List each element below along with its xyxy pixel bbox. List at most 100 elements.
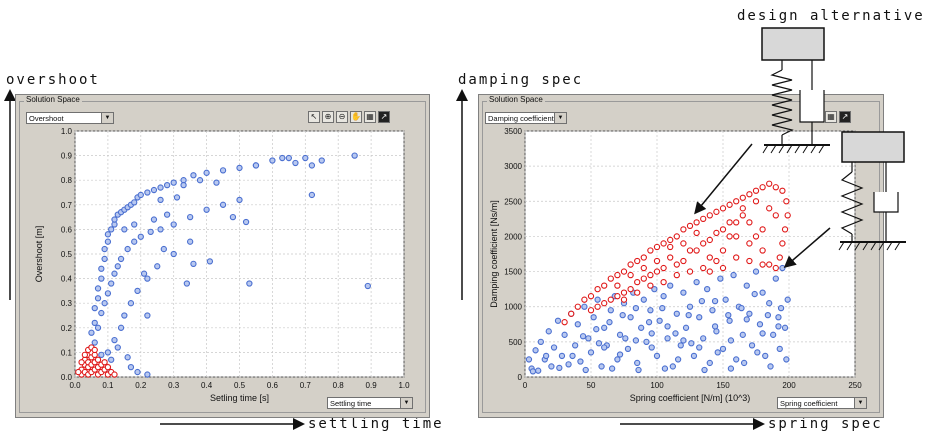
red-data-point xyxy=(91,346,98,354)
blue-data-point xyxy=(669,363,676,370)
blue-data-point xyxy=(101,245,108,253)
blue-data-point xyxy=(714,349,721,356)
red-data-point xyxy=(726,233,733,240)
blue-data-point xyxy=(163,211,171,218)
blue-data-point xyxy=(137,191,144,199)
y-tick-label: 0 xyxy=(518,373,523,382)
blue-data-point xyxy=(640,296,647,303)
blue-data-point xyxy=(706,359,713,367)
red-data-point xyxy=(627,261,634,268)
export-icon[interactable]: ↗ xyxy=(378,111,390,123)
red-data-point xyxy=(759,261,766,268)
blue-data-point xyxy=(144,275,151,282)
red-data-point xyxy=(614,282,621,289)
blue-data-point xyxy=(150,216,158,223)
blue-data-point xyxy=(616,331,624,338)
x-tick-label: 1.0 xyxy=(398,381,410,390)
blue-data-point xyxy=(147,228,154,236)
blue-data-point xyxy=(590,314,597,321)
blue-data-point xyxy=(693,278,700,286)
blue-data-point xyxy=(622,335,629,342)
red-data-point xyxy=(693,229,700,237)
blue-data-point xyxy=(632,337,640,344)
blue-data-point xyxy=(150,186,158,194)
blue-data-point xyxy=(594,296,601,303)
blue-data-point xyxy=(108,226,115,233)
blue-data-point xyxy=(643,338,650,346)
blue-data-point xyxy=(647,307,654,314)
right-y-axis-select-value: Damping coefficient xyxy=(488,114,554,123)
blue-data-point xyxy=(717,275,724,282)
pan-hand-icon[interactable]: ✋ xyxy=(350,111,362,123)
left-y-axis-select[interactable]: Overshoot ▼ xyxy=(26,112,114,124)
blue-data-point xyxy=(645,319,653,326)
zoom-out-icon[interactable]: ⊖ xyxy=(336,111,348,123)
red-data-point xyxy=(776,254,783,261)
red-data-point xyxy=(733,254,740,261)
grid-icon[interactable]: ▦ xyxy=(825,111,837,123)
blue-data-point xyxy=(627,314,634,321)
red-data-point xyxy=(620,268,628,275)
red-data-point xyxy=(94,356,102,363)
blue-data-point xyxy=(661,365,669,372)
blue-data-point xyxy=(587,349,595,356)
left-x-axis-select[interactable]: Settling time ▼ xyxy=(327,397,413,409)
blue-data-point xyxy=(775,323,782,330)
red-data-point xyxy=(766,261,773,268)
blue-data-point xyxy=(308,191,316,199)
red-data-point xyxy=(706,212,713,219)
red-data-point xyxy=(739,205,746,212)
spring-spec-label: spring spec xyxy=(768,416,883,432)
blue-data-point xyxy=(213,179,220,186)
blue-data-point xyxy=(614,356,621,363)
blue-data-point xyxy=(601,324,608,331)
blue-data-point xyxy=(114,344,121,351)
right-x-axis-select[interactable]: Spring coefficient ▼ xyxy=(777,397,867,409)
red-data-point xyxy=(713,208,720,215)
blue-data-point xyxy=(554,317,562,324)
blue-data-point xyxy=(104,349,112,356)
blue-data-point xyxy=(783,356,790,363)
export-icon[interactable]: ↗ xyxy=(839,111,851,123)
zoom-in-icon[interactable]: ⊕ xyxy=(322,111,334,123)
red-data-point xyxy=(614,271,621,279)
blue-data-point xyxy=(180,181,187,189)
blue-data-point xyxy=(242,218,250,226)
red-data-point xyxy=(111,371,118,378)
blue-data-point xyxy=(173,194,181,201)
blue-data-point xyxy=(127,300,135,307)
blue-data-point xyxy=(94,285,102,292)
blue-data-point xyxy=(577,358,584,365)
blue-data-point xyxy=(532,347,539,354)
red-data-point xyxy=(752,198,760,205)
blue-data-point xyxy=(269,157,276,164)
blue-data-point xyxy=(608,365,616,372)
red-data-point xyxy=(719,226,727,233)
blue-data-point xyxy=(203,169,210,176)
blue-data-point xyxy=(719,345,727,353)
blue-data-point xyxy=(756,321,764,328)
grid-icon[interactable]: ▦ xyxy=(364,111,376,123)
blue-data-point xyxy=(535,367,542,374)
right-group-frame xyxy=(482,101,880,413)
design-alternatives-label: design alternatives xyxy=(737,8,926,24)
pointer-icon[interactable]: ↖ xyxy=(308,111,320,123)
blue-data-point xyxy=(279,154,286,162)
blue-data-point xyxy=(772,275,779,282)
red-data-point xyxy=(78,359,85,366)
x-tick-label: 0.4 xyxy=(201,381,213,390)
red-data-point xyxy=(660,240,667,247)
red-data-point xyxy=(700,215,707,223)
x-tick-label: 0.3 xyxy=(168,381,180,390)
blue-data-point xyxy=(619,311,626,319)
blue-data-point xyxy=(727,365,735,372)
blue-data-point xyxy=(624,345,632,353)
red-data-point xyxy=(719,205,727,212)
blue-data-point xyxy=(114,263,121,270)
blue-data-point xyxy=(111,336,118,344)
red-data-point xyxy=(601,300,608,307)
blue-data-point xyxy=(556,364,563,372)
blue-data-point xyxy=(696,314,703,321)
right-y-axis-select[interactable]: Damping coefficient ▼ xyxy=(485,112,567,124)
